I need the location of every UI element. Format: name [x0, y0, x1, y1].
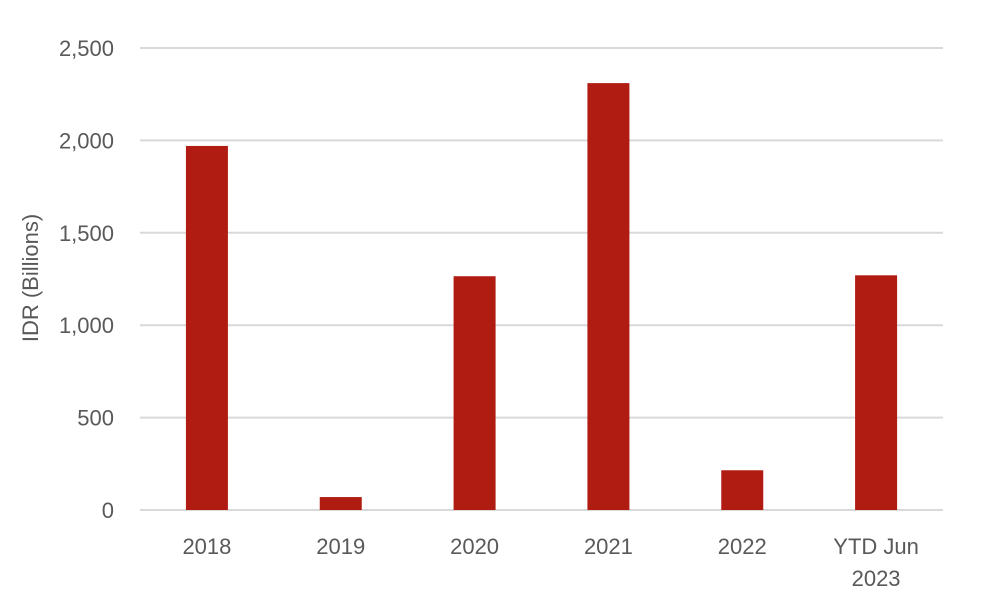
y-tick-label: 0: [102, 498, 114, 523]
x-axis-ticks: 2018 2019 2020 2021 2022 YTD Jun 2023: [182, 534, 918, 591]
bar: [319, 497, 362, 510]
bar: [453, 276, 496, 510]
bar: [185, 145, 228, 510]
y-tick-label: 2,000: [59, 128, 114, 153]
bar: [855, 275, 898, 510]
x-tick-label: 2020: [450, 534, 499, 559]
x-tick-label: 2022: [718, 534, 767, 559]
y-tick-label: 2,500: [59, 36, 114, 61]
y-axis-ticks: 0 500 1,000 1,500 2,000 2,500: [59, 36, 114, 523]
bar: [587, 83, 630, 510]
x-tick-label: 2019: [316, 534, 365, 559]
x-tick-label: 2023: [852, 566, 901, 591]
y-tick-label: 1,500: [59, 221, 114, 246]
y-tick-label: 1,000: [59, 313, 114, 338]
x-tick-label: 2021: [584, 534, 633, 559]
bar: [721, 470, 764, 510]
x-tick-label: 2018: [182, 534, 231, 559]
y-tick-label: 500: [77, 406, 114, 431]
y-axis-title: IDR (Billions): [18, 214, 43, 342]
gridlines: [140, 47, 943, 511]
bars: [185, 83, 898, 510]
x-tick-label: YTD Jun: [833, 534, 919, 559]
